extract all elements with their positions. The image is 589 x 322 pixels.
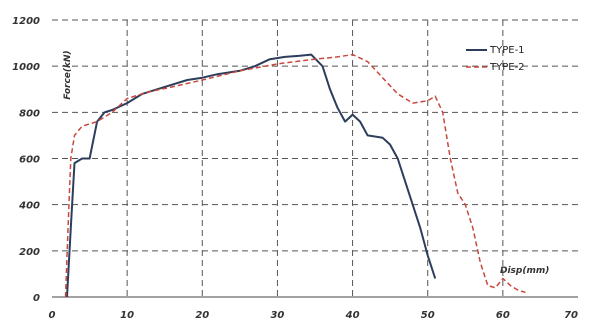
x-tick-label: 50 <box>421 310 435 321</box>
y-tick-label: 200 <box>19 247 40 258</box>
x-tick-label: 70 <box>564 310 578 321</box>
y-tick-label: 800 <box>19 108 40 119</box>
legend-label-type-1: TYPE-1 <box>489 45 525 56</box>
y-tick-label: 1000 <box>12 62 40 73</box>
legend-label-type-2: TYPE-2 <box>489 62 525 73</box>
y-axis-label: Force(kN) <box>63 50 73 99</box>
x-axis-label: Disp(mm) <box>500 266 549 276</box>
y-tick-label: 600 <box>19 155 40 166</box>
tick-labels: 0 200 400 600 800 1000 1200 0 10 20 30 40 50 60 70 <box>12 16 578 321</box>
series-line-type-2 <box>64 53 526 298</box>
data-series <box>64 53 526 298</box>
y-tick-label: 1200 <box>12 16 40 27</box>
y-tick-label: 400 <box>18 201 40 212</box>
x-tick-label: 40 <box>345 310 360 321</box>
x-tick-label: 60 <box>496 310 510 321</box>
x-tick-label: 10 <box>120 310 134 321</box>
x-tick-label: 30 <box>270 310 284 321</box>
legend: TYPE-1 TYPE-2 <box>466 45 525 73</box>
series-line-type-1 <box>66 53 437 298</box>
x-tick-label: 20 <box>195 310 209 321</box>
y-tick-label: 0 <box>33 293 40 304</box>
grid-lines <box>52 19 578 297</box>
x-tick-label: 0 <box>49 310 56 321</box>
